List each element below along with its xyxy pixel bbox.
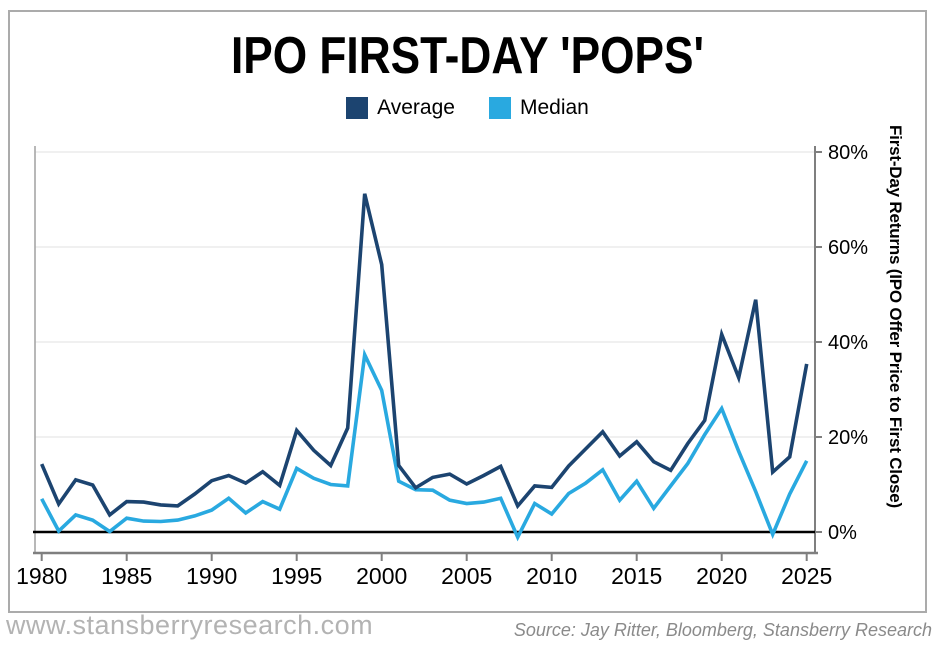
y-axis-title: First-Day Returns (IPO Offer Price to Fi… xyxy=(886,125,905,508)
median-swatch-icon xyxy=(488,97,511,119)
legend: Average Median xyxy=(8,96,927,120)
legend-label-median: Median xyxy=(519,96,589,119)
website-link: www.stansberryresearch.com xyxy=(6,610,374,640)
average-swatch-icon xyxy=(346,97,369,119)
legend-item-average: Average xyxy=(346,96,455,120)
legend-item-median: Median xyxy=(488,96,589,120)
chart-title: IPO FIRST-DAY 'POPS' xyxy=(231,27,704,85)
legend-label-average: Average xyxy=(377,96,455,119)
source-credit: Source: Jay Ritter, Bloomberg, Stansberr… xyxy=(513,620,932,640)
